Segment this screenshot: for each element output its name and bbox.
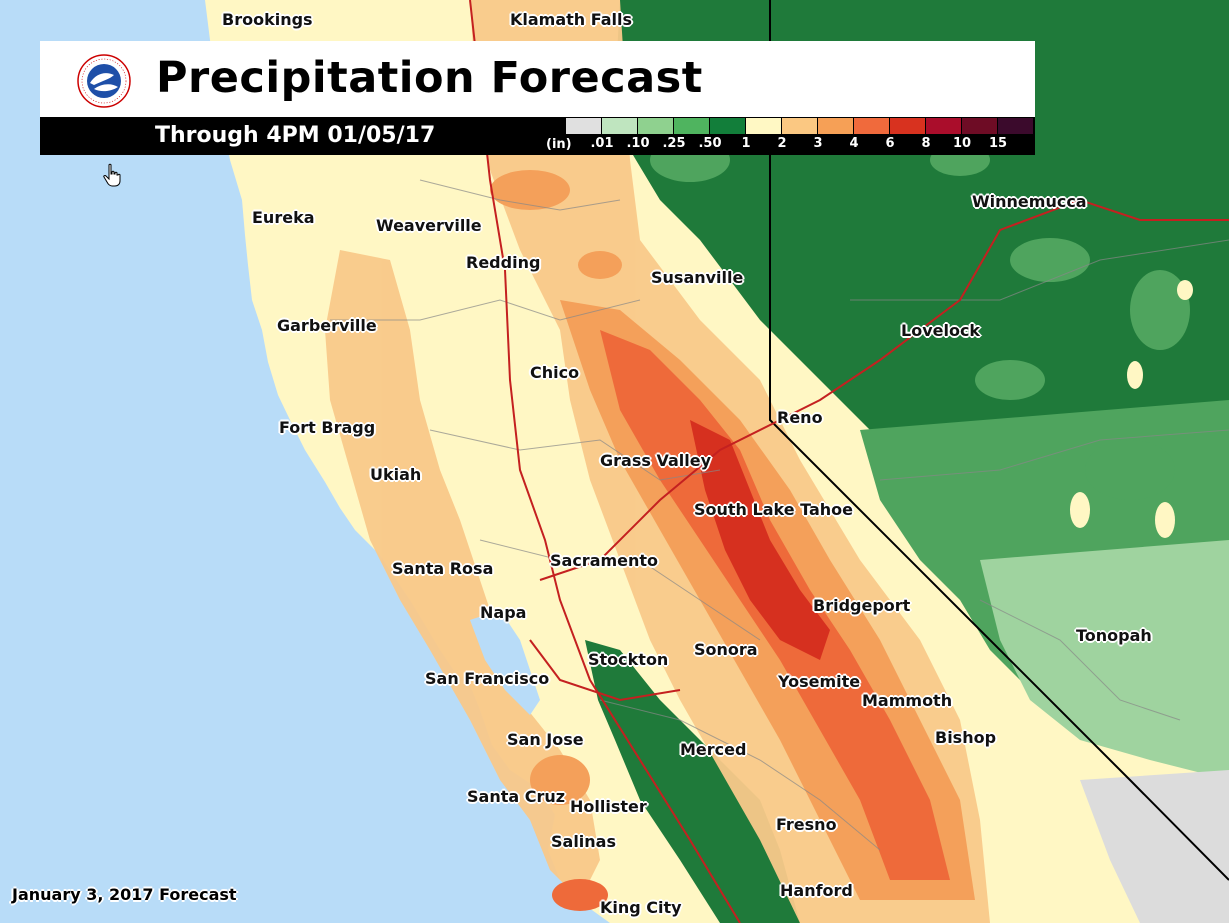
legend-tick-label: 8: [921, 136, 931, 151]
yellow-patches: [1070, 280, 1193, 538]
legend-swatch: [926, 118, 961, 134]
city-label-san-jose: San Jose: [507, 730, 584, 749]
nws-logo-icon: [77, 54, 131, 108]
legend-swatch: [782, 118, 817, 134]
legend-tick-label: .01: [590, 136, 614, 151]
sf-bay: [470, 610, 540, 715]
legend-tick-label: 1: [741, 136, 751, 151]
page-title: Precipitation Forecast: [156, 53, 703, 103]
legend-tick-label: .50: [698, 136, 722, 151]
forecast-issue-date: January 3, 2017 Forecast: [12, 885, 237, 904]
city-label-king-city: King City: [600, 898, 682, 917]
city-label-fresno: Fresno: [776, 815, 837, 834]
legend-swatch: [638, 118, 673, 134]
legend-tick-label: 4: [849, 136, 859, 151]
legend-tick-label: 3: [813, 136, 823, 151]
hand-cursor-icon: [103, 163, 121, 187]
city-label-mammoth: Mammoth: [862, 691, 953, 710]
city-label-yosemite: Yosemite: [778, 672, 861, 691]
city-label-south-lake-tahoe: South Lake Tahoe: [694, 500, 854, 519]
legend-swatch: [746, 118, 781, 134]
city-label-klamath-falls: Klamath Falls: [510, 10, 633, 29]
legend-swatch: [818, 118, 853, 134]
city-label-sacramento: Sacramento: [550, 551, 659, 570]
city-label-hollister: Hollister: [570, 797, 647, 816]
precipitation-legend: .01 .10 .25 .50 1 2 3 4 6 8 10 15: [566, 117, 1034, 155]
legend-unit-label: (in): [546, 137, 572, 152]
legend-tick-label: 10: [952, 136, 972, 151]
city-label-tonopah: Tonopah: [1076, 626, 1152, 645]
valid-through-label: Through 4PM 01/05/17: [155, 123, 436, 148]
light-green-region: [980, 540, 1229, 780]
city-label-san-francisco: San Francisco: [425, 669, 550, 688]
city-label-santa-rosa: Santa Rosa: [392, 559, 494, 578]
city-label-bridgeport: Bridgeport: [813, 596, 911, 615]
city-label-brookings: Brookings: [222, 10, 313, 29]
gray-region: [1080, 770, 1229, 923]
legend-tick-label: .25: [662, 136, 686, 151]
city-label-bishop: Bishop: [935, 728, 997, 747]
city-label-merced: Merced: [680, 740, 747, 759]
city-label-santa-cruz: Santa Cruz: [467, 787, 566, 806]
legend-swatch: [674, 118, 709, 134]
city-label-eureka: Eureka: [252, 208, 315, 227]
city-label-sonora: Sonora: [694, 640, 758, 659]
city-label-weaverville: Weaverville: [376, 216, 482, 235]
city-label-reno: Reno: [777, 408, 823, 427]
city-label-napa: Napa: [480, 603, 527, 622]
city-label-chico: Chico: [530, 363, 580, 382]
city-label-ukiah: Ukiah: [370, 465, 422, 484]
legend-swatch: [962, 118, 997, 134]
title-panel: Precipitation Forecast: [40, 41, 1035, 117]
legend-swatch: [710, 118, 745, 134]
city-label-susanville: Susanville: [651, 268, 744, 287]
city-label-stockton: Stockton: [588, 650, 669, 669]
legend-tick-label: .10: [626, 136, 650, 151]
city-label-hanford: Hanford: [780, 881, 853, 900]
legend-swatch: [566, 118, 601, 134]
green-patches: [650, 138, 1190, 500]
county-lines: [330, 179, 1229, 851]
legend-tick-label: 15: [988, 136, 1008, 151]
city-label-lovelock: Lovelock: [901, 321, 981, 340]
city-label-redding: Redding: [466, 253, 541, 272]
legend-swatch: [890, 118, 925, 134]
city-label-grass-valley: Grass Valley: [600, 451, 711, 470]
valley-green: [585, 640, 800, 923]
city-label-salinas: Salinas: [551, 832, 616, 851]
city-label-winnemucca: Winnemucca: [972, 192, 1087, 211]
state-border: [769, 0, 1229, 881]
city-label-garberville: Garberville: [277, 316, 377, 335]
subtitle-bar: Through 4PM 01/05/17 (in) .01 .10 .25 .50 1 2…: [40, 117, 1035, 155]
legend-swatch: [854, 118, 889, 134]
legend-swatch: [998, 118, 1033, 134]
legend-swatch: [602, 118, 637, 134]
city-label-fort-bragg: Fort Bragg: [279, 418, 376, 437]
legend-tick-label: 2: [777, 136, 787, 151]
legend-tick-label: 6: [885, 136, 895, 151]
highways: [469, 0, 1229, 923]
red-areas: [690, 420, 830, 660]
